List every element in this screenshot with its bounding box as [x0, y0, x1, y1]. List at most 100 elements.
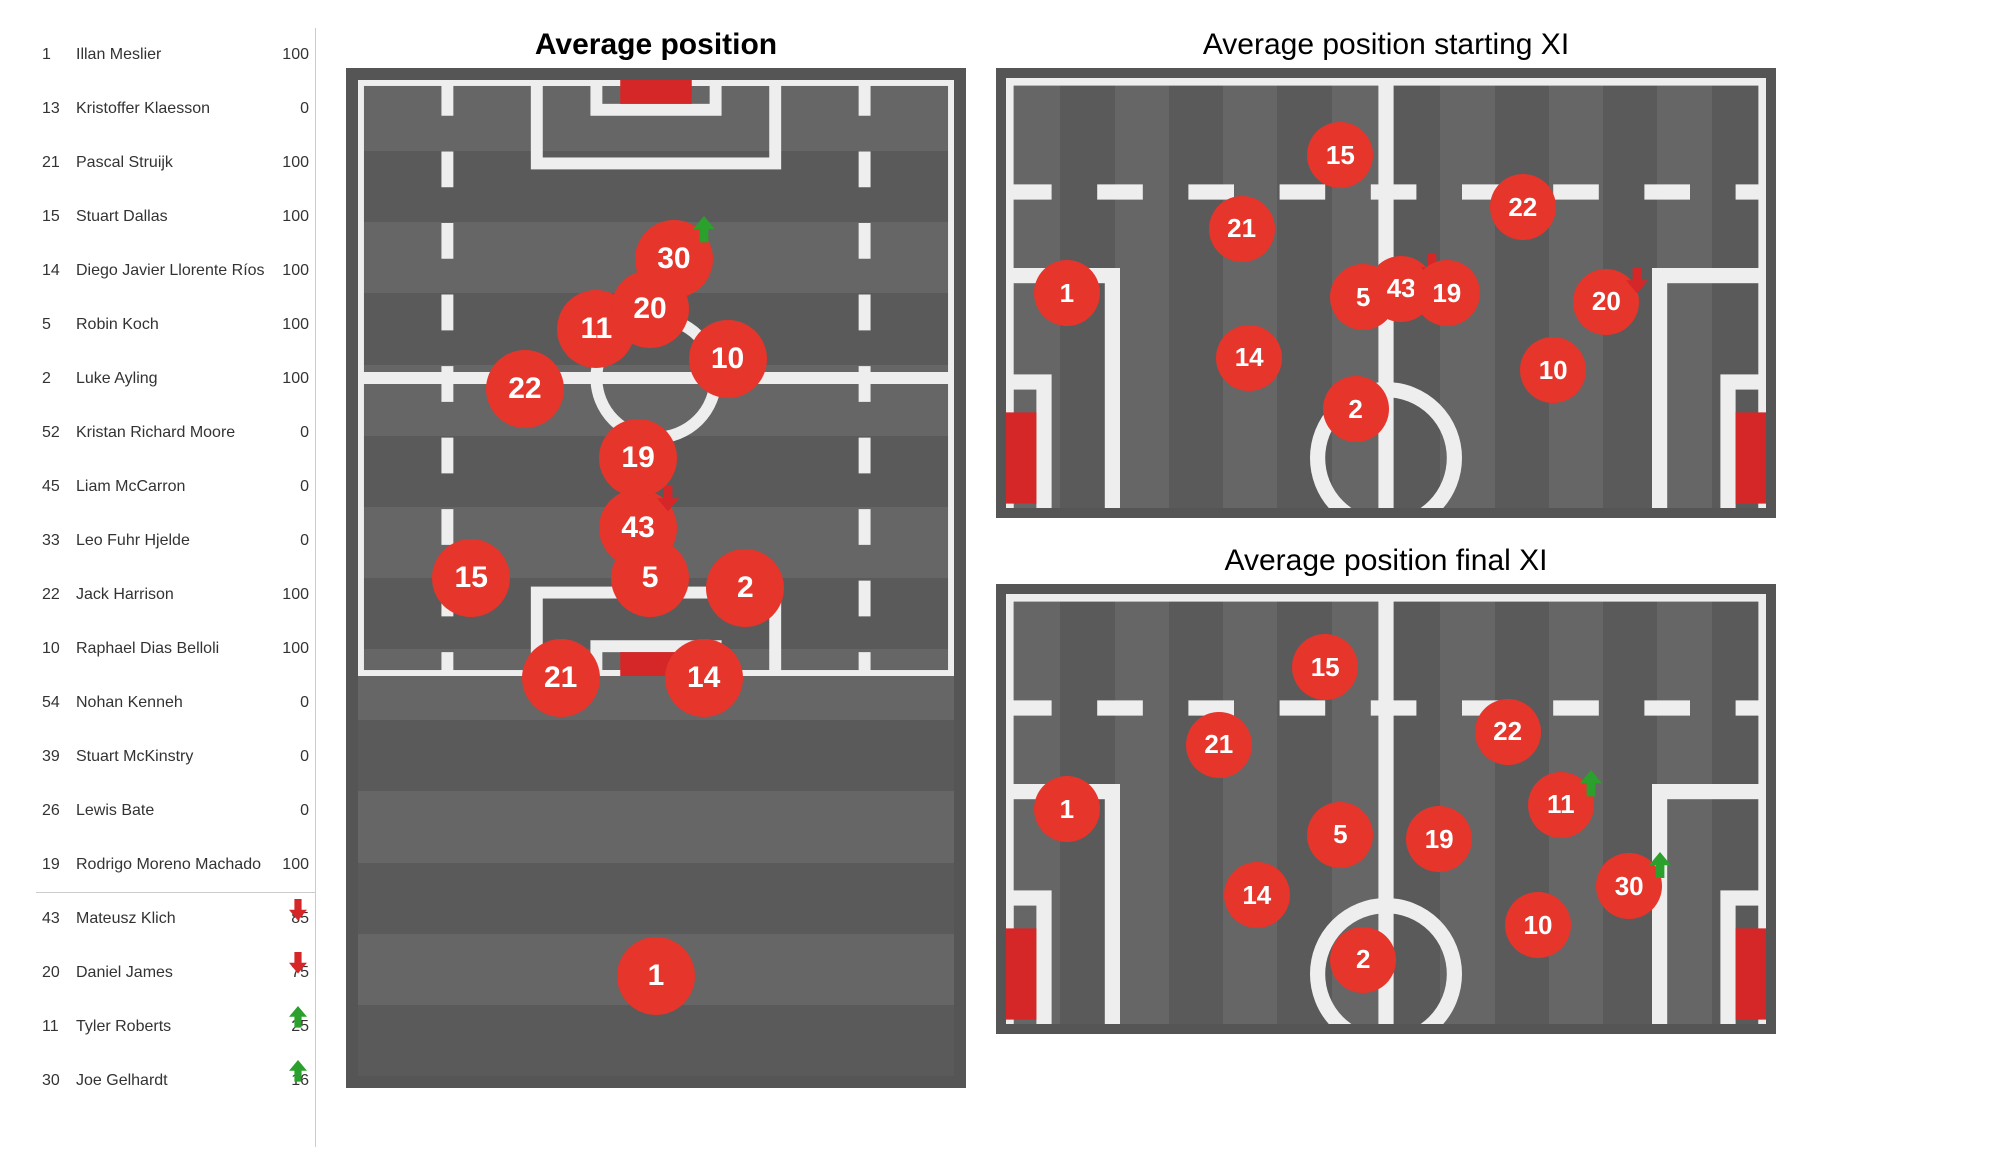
roster-val: 0 [269, 478, 309, 496]
player-marker: 5 [1307, 802, 1373, 868]
start-pitch-panel: Average position starting XI 12114152543… [996, 28, 1776, 518]
main-pitch: 12114152543 192211 20 1030 [346, 68, 966, 1088]
roster-name: Leo Fuhr Hjelde [76, 532, 269, 550]
roster-val: 100 [269, 46, 309, 64]
roster-num: 26 [42, 802, 76, 820]
roster-val: 0 [269, 100, 309, 118]
roster-table: 1Illan Meslier10013Kristoffer Klaesson0 2… [36, 28, 316, 1147]
roster-row: 13Kristoffer Klaesson0 [36, 82, 315, 136]
roster-row: 11Tyler Roberts25 [36, 1000, 315, 1054]
main-pitch-title: Average position [535, 28, 777, 62]
roster-name: Stuart Dallas [76, 208, 269, 226]
roster-name: Lewis Bate [76, 802, 269, 820]
player-marker: 19 [1406, 806, 1472, 872]
sub-up-icon [693, 216, 715, 242]
player-marker: 2 [1323, 376, 1389, 442]
roster-row: 54Nohan Kenneh0 [36, 676, 315, 730]
roster-name: Pascal Struijk [76, 154, 269, 172]
player-marker: 19 [1414, 260, 1480, 326]
roster-num: 14 [42, 262, 76, 280]
roster-name: Luke Ayling [76, 370, 269, 388]
roster-row: 10Raphael Dias Belloli100 [36, 622, 315, 676]
roster-num: 22 [42, 586, 76, 604]
final-pitch-panel: Average position final XI 12114152519221… [996, 544, 1776, 1034]
roster-name: Rodrigo Moreno Machado [76, 856, 269, 874]
roster-row: 5Robin Koch100 [36, 298, 315, 352]
roster-val: 100 [269, 856, 309, 874]
roster-name: Liam McCarron [76, 478, 269, 496]
roster-num: 39 [42, 748, 76, 766]
player-marker: 1 [1034, 776, 1100, 842]
sub-up-icon [1580, 770, 1602, 796]
player-marker: 21 [1209, 196, 1275, 262]
roster-name: Kristoffer Klaesson [76, 100, 269, 118]
sub-down-icon [289, 952, 307, 970]
roster-num: 15 [42, 208, 76, 226]
roster-row: 52Kristan Richard Moore0 [36, 406, 315, 460]
player-marker: 15 [1292, 634, 1358, 700]
player-marker: 22 [1475, 699, 1541, 765]
roster-row: 19Rodrigo Moreno Machado100 [36, 838, 315, 892]
roster-row: 15Stuart Dallas100 [36, 190, 315, 244]
roster-val: 100 [269, 586, 309, 604]
roster-name: Kristan Richard Moore [76, 424, 269, 442]
roster-val: 100 [269, 370, 309, 388]
roster-val: 0 [269, 532, 309, 550]
player-marker: 2 [706, 549, 784, 627]
sub-down-icon [289, 899, 307, 917]
sub-up-icon [1649, 852, 1671, 878]
player-marker: 21 [1186, 712, 1252, 778]
roster-num: 11 [42, 1018, 76, 1036]
player-marker: 14 [1216, 325, 1282, 391]
main-pitch-panel: Average position 12114152543 192211 20 1… [346, 28, 966, 1147]
right-column: Average position starting XI 12114152543… [996, 28, 1776, 1147]
sub-down-icon [1626, 267, 1648, 293]
player-marker: 1 [617, 937, 695, 1015]
roster-name: Tyler Roberts [76, 1018, 269, 1036]
roster-num: 20 [42, 964, 76, 982]
player-marker: 15 [432, 539, 510, 617]
roster-val: 100 [269, 154, 309, 172]
roster-row: 33Leo Fuhr Hjelde0 [36, 514, 315, 568]
roster-row: 1Illan Meslier100 [36, 28, 315, 82]
roster-row: 30Joe Gelhardt16 [36, 1054, 315, 1108]
sub-up-icon [289, 1060, 307, 1078]
roster-row: 45Liam McCarron0 [36, 460, 315, 514]
roster-name: Robin Koch [76, 316, 269, 334]
roster-num: 21 [42, 154, 76, 172]
roster-val: 0 [269, 802, 309, 820]
roster-name: Daniel James [76, 964, 269, 982]
roster-num: 5 [42, 316, 76, 334]
player-marker: 19 [599, 419, 677, 497]
roster-name: Diego Javier Llorente Ríos [76, 262, 269, 280]
player-marker: 22 [486, 350, 564, 428]
roster-name: Illan Meslier [76, 46, 269, 64]
final-pitch: 121141525192211 1030 [996, 584, 1776, 1034]
roster-row: 43Mateusz Klich85 [36, 892, 315, 946]
player-marker: 14 [1224, 862, 1290, 928]
player-marker: 21 [522, 639, 600, 717]
start-pitch: 12114152543 19221020 [996, 68, 1776, 518]
roster-name: Mateusz Klich [76, 910, 269, 928]
roster-name: Joe Gelhardt [76, 1072, 269, 1090]
roster-row: 22Jack Harrison100 [36, 568, 315, 622]
roster-row: 14Diego Javier Llorente Ríos100 [36, 244, 315, 298]
roster-num: 10 [42, 640, 76, 658]
roster-name: Stuart McKinstry [76, 748, 269, 766]
roster-val: 0 [269, 424, 309, 442]
roster-num: 2 [42, 370, 76, 388]
player-marker: 14 [665, 639, 743, 717]
roster-num: 33 [42, 532, 76, 550]
roster-row: 2Luke Ayling100 [36, 352, 315, 406]
player-marker: 1 [1034, 260, 1100, 326]
player-marker: 2 [1330, 927, 1396, 993]
player-marker: 10 [1505, 892, 1571, 958]
roster-val: 100 [269, 208, 309, 226]
roster-val: 0 [269, 694, 309, 712]
roster-num: 52 [42, 424, 76, 442]
player-marker: 15 [1307, 122, 1373, 188]
roster-row: 26Lewis Bate0 [36, 784, 315, 838]
roster-name: Raphael Dias Belloli [76, 640, 269, 658]
roster-name: Jack Harrison [76, 586, 269, 604]
start-pitch-title: Average position starting XI [1203, 28, 1569, 62]
